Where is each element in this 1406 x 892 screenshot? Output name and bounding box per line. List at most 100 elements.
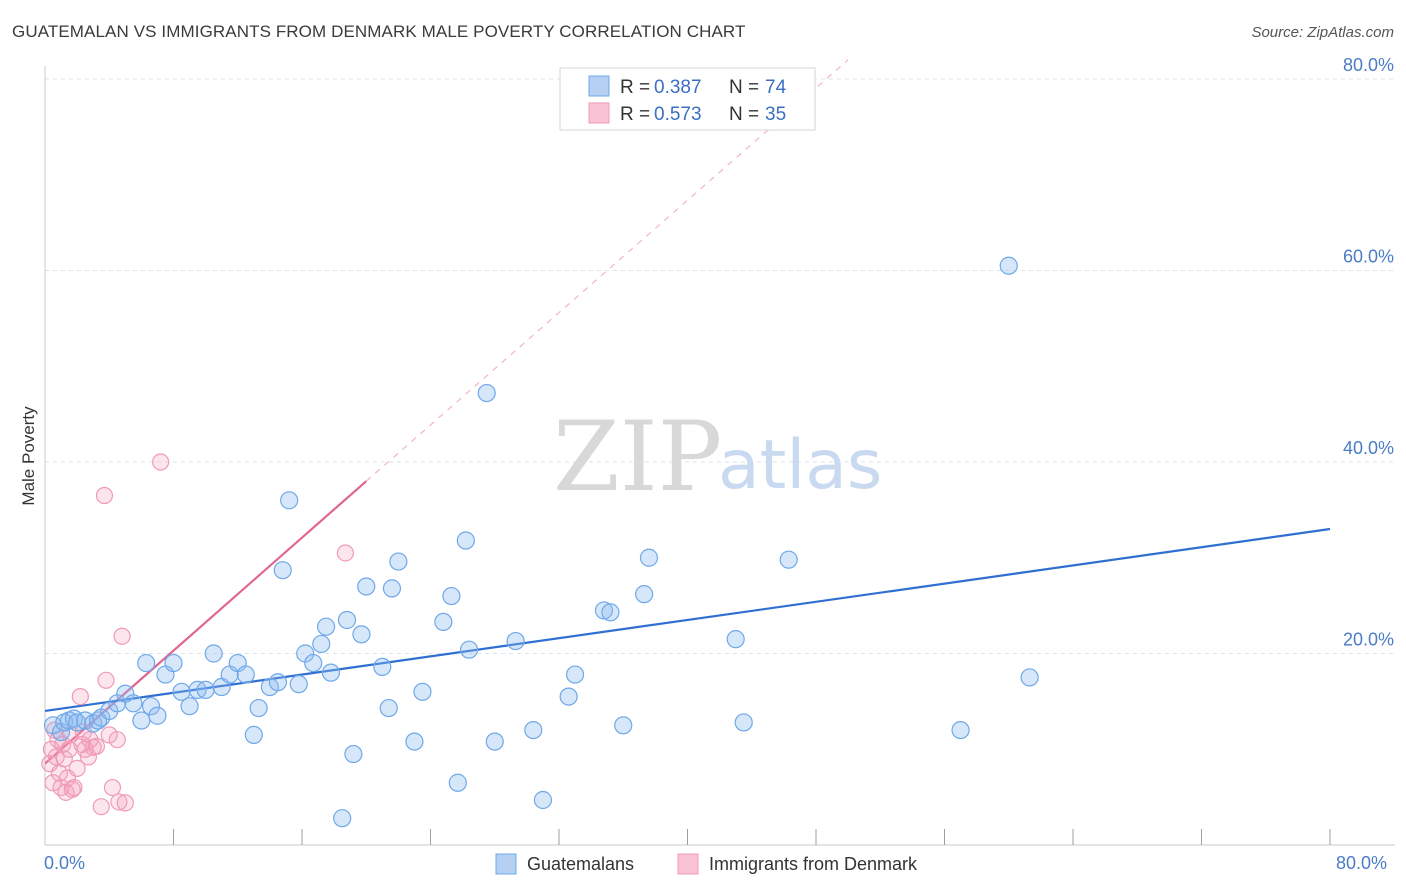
data-point-blue	[236, 665, 255, 684]
data-point-blue	[249, 698, 268, 718]
blue-points	[43, 256, 1039, 828]
data-point-blue	[357, 577, 376, 596]
data-point-blue	[413, 682, 432, 701]
y-axis-label: Male Poverty	[19, 406, 38, 506]
watermark: ZIP atlas	[553, 401, 882, 513]
data-point-blue	[268, 673, 288, 692]
data-point-blue	[734, 713, 753, 732]
data-point-blue	[614, 716, 633, 735]
data-point-blue	[244, 725, 263, 744]
data-point-pink	[71, 687, 89, 706]
data-point-blue	[164, 653, 183, 673]
data-point-pink	[55, 750, 73, 768]
bottom-legend: Guatemalans Immigrants from Denmark	[495, 853, 918, 875]
chart-title: GUATEMALAN VS IMMIGRANTS FROM DENMARK MA…	[12, 22, 746, 41]
data-point-blue	[999, 256, 1018, 275]
y-tick-label: 80.0%	[1343, 55, 1394, 75]
data-point-blue	[635, 585, 654, 604]
data-point-blue	[132, 711, 151, 730]
data-point-blue	[594, 601, 614, 620]
bottom-legend-label-blue: Guatemalans	[527, 854, 634, 874]
data-point-pink	[116, 794, 134, 812]
data-point-blue	[273, 561, 292, 580]
y-tick-labels: 20.0% 40.0% 60.0% 80.0%	[1343, 55, 1394, 650]
legend-r-label-pink: R =	[620, 104, 650, 125]
data-point-blue	[639, 548, 659, 567]
legend-r-value-blue: 0.387	[654, 77, 702, 98]
bottom-legend-label-pink: Immigrants from Denmark	[709, 854, 918, 874]
x-tick-label-min: 0.0%	[44, 853, 85, 873]
legend-r-label-blue: R =	[620, 77, 650, 98]
gridlines	[45, 78, 1395, 654]
legend-swatch-pink	[588, 102, 610, 124]
data-point-blue	[289, 675, 308, 694]
data-point-pink	[95, 486, 114, 505]
data-point-blue	[524, 720, 543, 740]
data-point-pink	[87, 737, 106, 755]
axes	[44, 66, 1395, 846]
data-point-blue	[373, 657, 392, 677]
data-point-blue	[196, 680, 215, 699]
data-point-blue	[352, 625, 371, 644]
legend-n-label-pink: N =	[729, 104, 759, 125]
data-point-blue	[312, 634, 331, 654]
data-point-blue	[344, 744, 363, 764]
data-point-blue	[141, 697, 161, 716]
legend-swatch-blue	[588, 75, 610, 97]
legend-n-value-pink: 35	[765, 104, 786, 125]
data-point-blue	[434, 612, 453, 632]
data-point-pink	[152, 453, 170, 471]
data-point-blue	[382, 579, 402, 598]
data-point-blue	[172, 682, 191, 701]
data-point-blue	[565, 665, 585, 684]
data-point-blue	[448, 773, 467, 792]
data-point-blue	[379, 698, 398, 718]
data-point-blue	[951, 720, 970, 740]
data-point-pink	[103, 778, 122, 797]
data-point-blue	[180, 697, 199, 716]
data-point-blue	[779, 550, 798, 569]
data-point-blue	[148, 706, 167, 725]
data-point-blue	[506, 631, 525, 651]
data-point-pink	[110, 793, 128, 811]
watermark-zip: ZIP	[553, 401, 722, 513]
legend-n-label-blue: N =	[729, 77, 759, 98]
data-point-blue	[485, 732, 504, 751]
data-point-blue	[477, 383, 496, 403]
data-point-pink	[65, 778, 83, 797]
data-point-pink	[68, 759, 86, 778]
data-point-pink	[108, 731, 126, 749]
bottom-legend-swatch-blue	[495, 853, 517, 875]
blue-trend-group	[44, 527, 1331, 713]
data-point-blue	[405, 732, 424, 751]
data-point-blue	[337, 610, 357, 630]
data-point-blue	[559, 687, 578, 706]
y-tick-label: 40.0%	[1343, 438, 1394, 458]
data-point-blue	[442, 586, 461, 606]
data-point-blue	[280, 491, 299, 510]
data-point-pink	[100, 726, 118, 744]
source-label: Source: ZipAtlas.com	[1251, 24, 1394, 41]
data-point-blue	[726, 630, 745, 649]
data-point-pink	[113, 627, 131, 645]
legend: R = 0.387 N = 74 R = 0.573 N = 35	[559, 67, 816, 131]
data-point-blue	[321, 663, 341, 682]
data-point-blue	[601, 603, 620, 622]
data-point-pink	[336, 544, 354, 562]
data-point-blue	[304, 653, 323, 673]
data-point-blue	[459, 640, 479, 659]
data-point-blue	[124, 694, 143, 713]
data-point-blue	[137, 653, 156, 673]
data-point-blue	[333, 809, 352, 828]
bottom-legend-swatch-pink	[677, 853, 699, 875]
data-point-blue	[389, 552, 408, 571]
data-point-blue	[204, 644, 223, 663]
pink-points	[41, 453, 354, 816]
trendline-blue	[44, 527, 1331, 713]
data-point-pink	[92, 798, 110, 816]
data-point-blue	[456, 531, 475, 550]
x-tick-label-max: 80.0%	[1336, 853, 1387, 873]
data-point-blue	[533, 790, 553, 810]
y-tick-label: 60.0%	[1343, 247, 1394, 267]
